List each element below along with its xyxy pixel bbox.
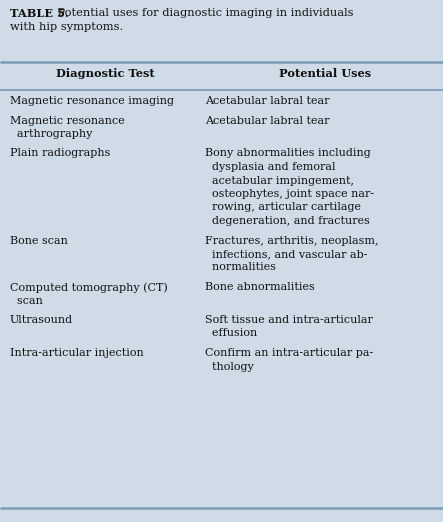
- Text: dysplasia and femoral: dysplasia and femoral: [205, 162, 335, 172]
- Text: thology: thology: [205, 362, 254, 372]
- Text: Soft tissue and intra-articular: Soft tissue and intra-articular: [205, 315, 373, 325]
- Text: Bony abnormalities including: Bony abnormalities including: [205, 148, 371, 159]
- Text: effusion: effusion: [205, 328, 257, 338]
- Text: Bone abnormalities: Bone abnormalities: [205, 282, 315, 292]
- Text: Plain radiographs: Plain radiographs: [10, 148, 110, 159]
- Text: Acetabular labral tear: Acetabular labral tear: [205, 96, 330, 106]
- Text: Potential uses for diagnostic imaging in individuals: Potential uses for diagnostic imaging in…: [54, 8, 354, 18]
- Text: Bone scan: Bone scan: [10, 235, 68, 245]
- Text: Fractures, arthritis, neoplasm,: Fractures, arthritis, neoplasm,: [205, 235, 378, 245]
- Text: Magnetic resonance imaging: Magnetic resonance imaging: [10, 96, 174, 106]
- Text: Potential Uses: Potential Uses: [279, 68, 371, 79]
- Text: Ultrasound: Ultrasound: [10, 315, 73, 325]
- Text: infections, and vascular ab-: infections, and vascular ab-: [205, 249, 368, 259]
- Text: Diagnostic Test: Diagnostic Test: [56, 68, 154, 79]
- Text: TABLE 5.: TABLE 5.: [10, 8, 69, 19]
- Text: arthrography: arthrography: [10, 129, 93, 139]
- Text: normalities: normalities: [205, 263, 276, 272]
- Text: degeneration, and fractures: degeneration, and fractures: [205, 216, 370, 226]
- Text: Magnetic resonance: Magnetic resonance: [10, 115, 125, 125]
- Text: Acetabular labral tear: Acetabular labral tear: [205, 115, 330, 125]
- Text: scan: scan: [10, 295, 43, 305]
- Text: Confirm an intra-articular pa-: Confirm an intra-articular pa-: [205, 348, 373, 358]
- Text: rowing, articular cartilage: rowing, articular cartilage: [205, 203, 361, 212]
- Text: with hip symptoms.: with hip symptoms.: [10, 22, 123, 32]
- Text: acetabular impingement,: acetabular impingement,: [205, 175, 354, 185]
- Text: osteophytes, joint space nar-: osteophytes, joint space nar-: [205, 189, 374, 199]
- Text: Intra-articular injection: Intra-articular injection: [10, 348, 144, 358]
- Text: Computed tomography (CT): Computed tomography (CT): [10, 282, 168, 292]
